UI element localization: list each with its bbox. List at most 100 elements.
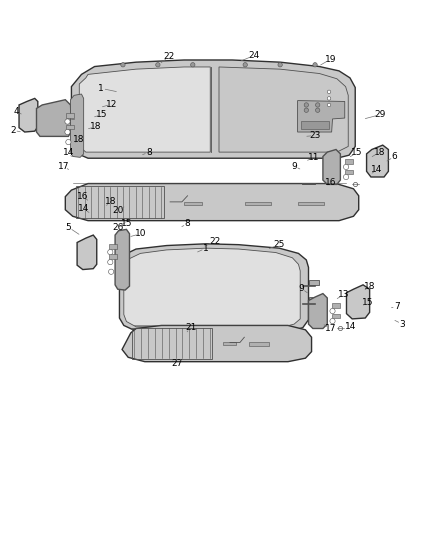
Text: 9: 9 <box>298 284 304 293</box>
Text: 19: 19 <box>325 54 336 63</box>
Polygon shape <box>122 326 311 362</box>
Circle shape <box>108 249 113 255</box>
Text: 15: 15 <box>351 149 362 157</box>
Text: 5: 5 <box>66 223 71 232</box>
Circle shape <box>108 260 113 265</box>
Text: 23: 23 <box>309 131 321 140</box>
Circle shape <box>343 174 349 180</box>
Polygon shape <box>79 67 210 152</box>
Text: 1: 1 <box>98 84 104 93</box>
Text: 26: 26 <box>112 223 124 232</box>
Polygon shape <box>124 248 300 327</box>
Polygon shape <box>308 294 327 328</box>
Polygon shape <box>184 202 201 205</box>
Circle shape <box>327 103 331 107</box>
Polygon shape <box>297 202 324 205</box>
Polygon shape <box>65 183 359 221</box>
Circle shape <box>65 130 70 135</box>
Polygon shape <box>367 145 389 177</box>
Circle shape <box>109 269 114 274</box>
Circle shape <box>343 164 349 169</box>
Text: 14: 14 <box>78 204 89 213</box>
Text: 8: 8 <box>146 148 152 157</box>
Circle shape <box>327 96 331 100</box>
Text: 6: 6 <box>392 152 397 161</box>
Text: 17: 17 <box>58 161 70 171</box>
Text: 27: 27 <box>172 359 183 368</box>
Text: 18: 18 <box>90 122 102 131</box>
Text: 18: 18 <box>73 134 84 143</box>
Text: 18: 18 <box>364 281 375 290</box>
Text: 20: 20 <box>112 206 124 215</box>
Bar <box>66 113 74 118</box>
Bar <box>332 303 339 308</box>
Text: 9: 9 <box>291 161 297 171</box>
Text: 18: 18 <box>105 197 117 206</box>
Bar <box>332 313 339 318</box>
Polygon shape <box>323 149 340 184</box>
Text: 14: 14 <box>63 148 74 157</box>
Text: 11: 11 <box>308 153 320 162</box>
Text: 15: 15 <box>362 298 373 307</box>
Text: 24: 24 <box>248 51 260 60</box>
Text: 12: 12 <box>106 100 118 109</box>
Polygon shape <box>245 202 272 205</box>
Circle shape <box>304 103 308 107</box>
Polygon shape <box>301 120 329 130</box>
Bar <box>345 169 353 174</box>
Polygon shape <box>223 342 237 345</box>
Text: 29: 29 <box>375 110 386 119</box>
Circle shape <box>278 62 283 67</box>
Polygon shape <box>77 235 97 270</box>
Text: 8: 8 <box>185 219 191 228</box>
Text: 25: 25 <box>274 240 285 249</box>
Text: 14: 14 <box>371 165 383 174</box>
Polygon shape <box>115 229 130 290</box>
Text: 18: 18 <box>374 148 385 157</box>
Circle shape <box>330 309 335 313</box>
Text: 1: 1 <box>203 244 209 253</box>
Circle shape <box>330 318 335 324</box>
Polygon shape <box>297 101 345 132</box>
Polygon shape <box>308 297 318 302</box>
Circle shape <box>315 103 320 107</box>
Polygon shape <box>219 67 348 152</box>
Text: 2: 2 <box>10 126 16 135</box>
Text: 14: 14 <box>345 322 357 331</box>
Polygon shape <box>71 60 355 158</box>
Text: 16: 16 <box>77 192 88 201</box>
Text: 21: 21 <box>185 323 196 332</box>
Text: 10: 10 <box>134 229 146 238</box>
Text: 15: 15 <box>96 110 108 119</box>
Text: 22: 22 <box>209 237 220 246</box>
Text: 7: 7 <box>394 302 400 311</box>
Text: 17: 17 <box>325 324 336 333</box>
Polygon shape <box>346 285 370 319</box>
Text: 22: 22 <box>163 52 174 61</box>
Text: 13: 13 <box>338 290 349 300</box>
Circle shape <box>121 62 125 67</box>
Circle shape <box>313 62 317 67</box>
Circle shape <box>65 119 70 124</box>
Polygon shape <box>19 99 38 132</box>
Polygon shape <box>36 100 71 136</box>
Bar <box>345 159 353 164</box>
Circle shape <box>304 108 308 112</box>
Circle shape <box>243 62 247 67</box>
Circle shape <box>315 108 320 112</box>
Polygon shape <box>120 244 308 331</box>
Text: 16: 16 <box>325 178 336 187</box>
Text: 3: 3 <box>399 320 405 329</box>
Bar <box>109 244 117 249</box>
Circle shape <box>155 62 160 67</box>
Polygon shape <box>71 94 84 157</box>
Polygon shape <box>249 343 269 346</box>
Circle shape <box>66 140 71 144</box>
Polygon shape <box>308 280 318 285</box>
Text: 15: 15 <box>121 219 132 228</box>
Circle shape <box>327 90 331 94</box>
Bar <box>66 125 74 129</box>
Circle shape <box>191 62 195 67</box>
Text: 4: 4 <box>13 107 19 116</box>
Bar <box>109 254 117 259</box>
